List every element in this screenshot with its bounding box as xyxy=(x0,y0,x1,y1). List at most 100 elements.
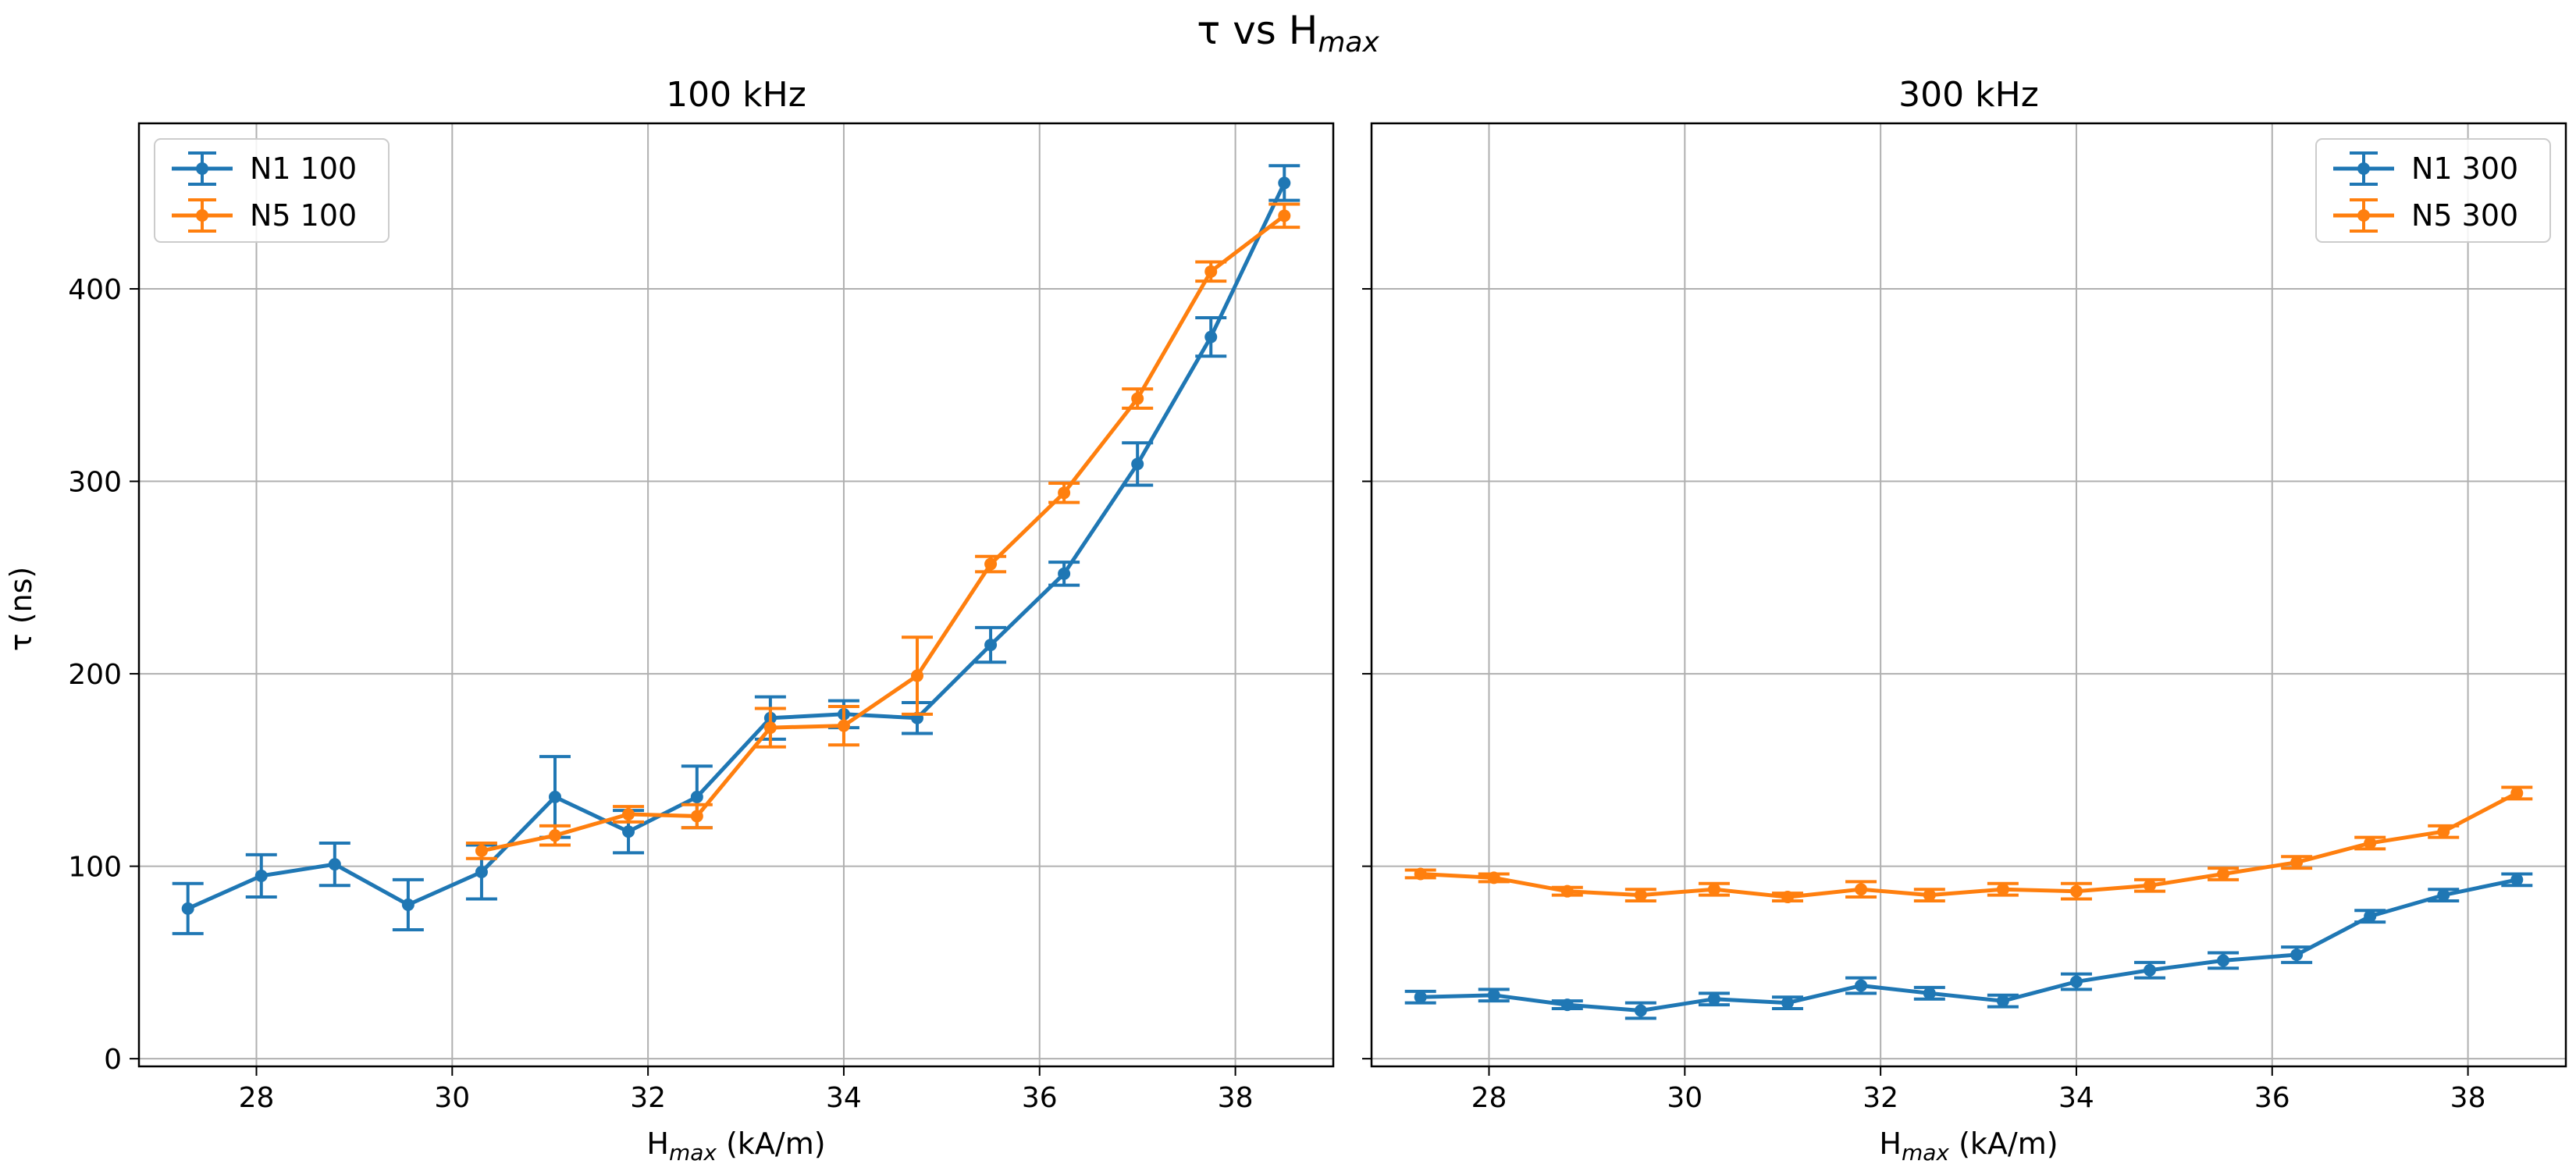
plot-frame xyxy=(137,122,1335,1068)
data-point xyxy=(1204,330,1218,343)
legend-swatch-marker xyxy=(196,209,208,222)
data-point xyxy=(2437,825,2450,838)
x-tick-label: 32 xyxy=(630,1082,666,1114)
legend-label: N1 300 xyxy=(2411,151,2518,186)
figure-title: τ vs Hmax xyxy=(1197,8,1379,59)
legend-swatch-marker xyxy=(2357,162,2370,175)
data-point xyxy=(2069,884,2083,898)
data-point xyxy=(1560,884,1574,898)
data-point xyxy=(1560,998,1574,1012)
data-point xyxy=(1855,883,1868,896)
x-axis-label-main: H xyxy=(1879,1127,1902,1161)
y-tick-label: 300 xyxy=(68,467,122,499)
x-tick-label: 32 xyxy=(1863,1082,1898,1114)
x-tick-label: 34 xyxy=(2058,1082,2094,1114)
data-point xyxy=(254,869,268,882)
data-point xyxy=(984,639,998,652)
legend: N1 300 N5 300 xyxy=(2315,138,2551,243)
x-axis-label-unit: (kA/m) xyxy=(717,1127,826,1161)
data-point xyxy=(2510,873,2524,886)
x-tick-label: 38 xyxy=(2450,1082,2486,1114)
data-point xyxy=(328,858,341,871)
legend-swatch-marker xyxy=(196,162,208,175)
data-point xyxy=(1131,392,1144,405)
series-line xyxy=(187,182,1286,911)
data-point xyxy=(1414,867,1427,881)
data-point xyxy=(622,808,635,821)
series-line xyxy=(481,214,1286,853)
data-point xyxy=(2290,949,2304,962)
data-point xyxy=(911,669,924,682)
series-n1-300 xyxy=(1404,872,2533,1020)
data-point xyxy=(1996,883,2009,896)
data-point xyxy=(1058,486,1071,500)
series-n1-100 xyxy=(172,164,1300,935)
data-point xyxy=(690,810,703,823)
data-point xyxy=(1781,996,1794,1009)
data-point xyxy=(1923,987,1936,1000)
plot-frame xyxy=(1370,122,2567,1068)
data-point xyxy=(1487,988,1500,1002)
x-axis-label: Hmax (kA/m) xyxy=(646,1127,825,1166)
data-point xyxy=(2144,879,2157,892)
data-point xyxy=(1058,567,1071,580)
data-point xyxy=(2217,867,2230,881)
grid xyxy=(1372,123,2566,1066)
data-point xyxy=(2144,963,2157,977)
legend-label: N5 100 xyxy=(250,198,357,233)
y-tick-label: 200 xyxy=(68,659,122,691)
x-axis-label-subscript: max xyxy=(669,1140,717,1166)
y-tick-label: 0 xyxy=(104,1044,122,1076)
data-point xyxy=(1487,871,1500,884)
data-point xyxy=(548,829,561,842)
x-axis-label-subscript: max xyxy=(1902,1140,1949,1166)
data-point xyxy=(2290,856,2304,869)
data-point xyxy=(1131,457,1144,471)
data-point xyxy=(1204,265,1218,278)
x-tick-label: 38 xyxy=(1218,1082,1254,1114)
series-line xyxy=(1420,791,2518,899)
data-point xyxy=(1781,891,1794,904)
data-point xyxy=(1855,979,1868,992)
figure-title-subscript: max xyxy=(1318,27,1379,59)
data-point xyxy=(837,719,850,732)
x-axis-label-main: H xyxy=(646,1127,669,1161)
x-tick-label: 28 xyxy=(1471,1082,1507,1114)
data-point xyxy=(401,898,415,911)
x-tick-label: 28 xyxy=(239,1082,275,1114)
x-axis-label-unit: (kA/m) xyxy=(1949,1127,2058,1161)
series-n5-300 xyxy=(1404,785,2533,904)
x-tick-label: 36 xyxy=(1022,1082,1058,1114)
data-point xyxy=(181,902,194,915)
x-tick-label: 34 xyxy=(826,1082,862,1114)
data-point xyxy=(1996,995,2009,1008)
data-point xyxy=(1707,992,1720,1005)
data-point xyxy=(690,790,703,803)
panel-title: 100 kHz xyxy=(666,75,806,115)
panels: 28 30 32 34 36 38 0 100 200 300 400 100 kHz Hmax (kA… xyxy=(68,75,2567,1166)
data-point xyxy=(984,557,998,571)
x-tick-label: 30 xyxy=(1667,1082,1703,1114)
data-point xyxy=(548,790,561,803)
y-tick-label: 400 xyxy=(68,274,122,306)
grid xyxy=(139,123,1333,1066)
data-point xyxy=(1634,888,1647,902)
data-point xyxy=(622,825,635,838)
series-line xyxy=(1420,877,2517,1013)
x-tick-label: 36 xyxy=(2254,1082,2290,1114)
chart-panel-2: 28 30 32 34 36 38 300 kHz Hmax (kA/m) N1 300 N5 3… xyxy=(1362,75,2567,1166)
data-point xyxy=(2437,888,2450,902)
data-point xyxy=(1278,209,1291,222)
data-point xyxy=(1414,991,1427,1004)
data-point xyxy=(2364,837,2377,850)
data-point xyxy=(1634,1004,1647,1017)
data-point xyxy=(1923,888,1936,902)
data-point xyxy=(475,844,488,857)
y-tick-label: 100 xyxy=(68,852,122,884)
chart-panel-1: 28 30 32 34 36 38 0 100 200 300 400 100 kHz Hmax (kA… xyxy=(68,75,1335,1166)
y-axis-label: τ (ns) xyxy=(4,567,38,652)
data-point xyxy=(2364,909,2377,923)
data-point xyxy=(1707,883,1720,896)
